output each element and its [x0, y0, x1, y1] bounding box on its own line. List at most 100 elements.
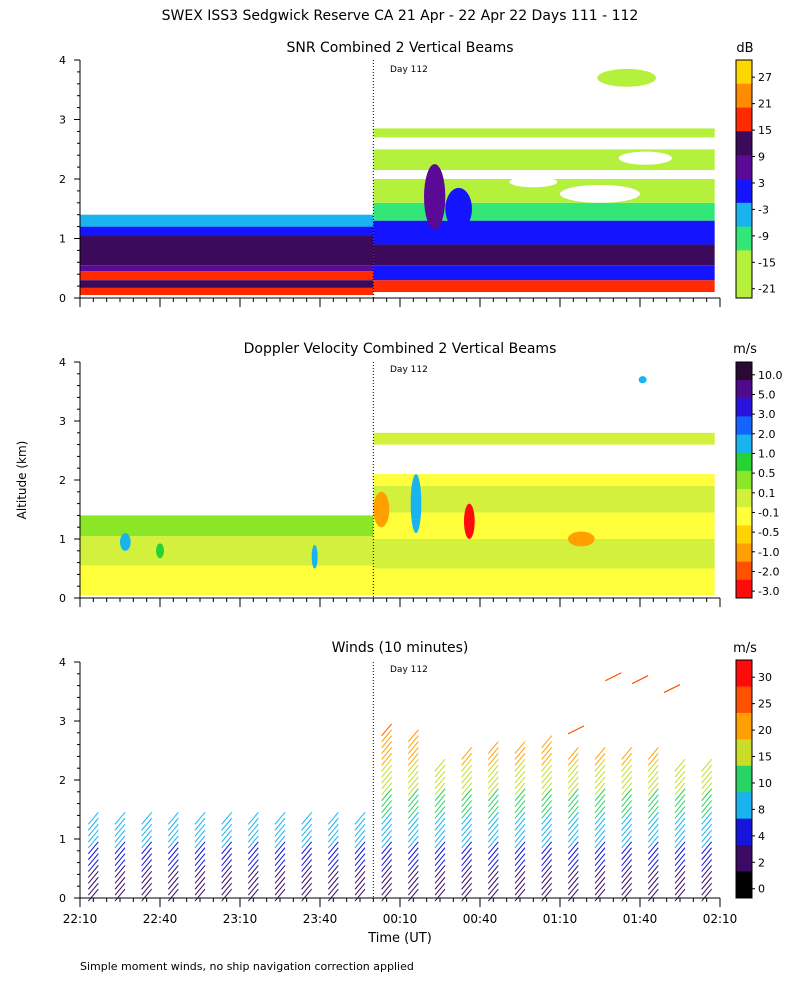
wind-barb	[434, 782, 446, 796]
wind-barb	[434, 794, 446, 807]
wind-barb	[647, 817, 659, 831]
wind-barb	[541, 853, 553, 866]
wind-barb	[87, 847, 99, 861]
wind-barb	[194, 859, 206, 872]
wind-barb	[327, 847, 339, 861]
wind-barb	[87, 841, 99, 855]
wind-barb	[674, 806, 686, 819]
wind-barb	[247, 865, 259, 878]
heatmap-feature-5	[597, 68, 657, 87]
wind-barb	[354, 847, 366, 861]
wind-barb	[594, 829, 606, 843]
panel-snr-day-marker: Day 112	[390, 65, 428, 75]
wind-barb	[167, 812, 179, 825]
wind-barb	[247, 888, 259, 902]
wind-barb	[434, 823, 446, 837]
wind-barb	[354, 823, 366, 837]
wind-barb	[594, 788, 606, 802]
wind-barb	[647, 847, 659, 861]
wind-barb	[487, 871, 499, 884]
wind-barb	[301, 865, 313, 878]
wind-barb	[541, 747, 553, 760]
wind-barb	[541, 882, 553, 896]
wind-barb	[461, 747, 473, 760]
x-tick-label: 22:10	[63, 912, 98, 926]
wind-barb	[114, 823, 126, 837]
x-tick-label: 00:40	[463, 912, 498, 926]
x-tick-label: 22:40	[143, 912, 178, 926]
wind-barb	[647, 782, 659, 796]
snr-colorbar-unit: dB	[736, 41, 753, 56]
wind-barb	[194, 812, 206, 825]
wind-barb	[594, 776, 606, 790]
wind-barb	[354, 841, 366, 855]
wind-barb	[621, 788, 633, 802]
winds-plot-area	[87, 672, 713, 902]
wind-barb	[567, 770, 579, 784]
wind-barb	[194, 888, 206, 902]
wind-barb	[381, 735, 393, 748]
wind-barb	[274, 829, 286, 843]
colorbar-frame	[735, 659, 753, 899]
wind-barb	[327, 835, 339, 849]
wind-barb	[167, 835, 179, 849]
wind-barb	[487, 741, 499, 754]
wind-barb	[647, 764, 659, 778]
colorbar-swatch	[736, 226, 752, 251]
wind-barb	[381, 788, 393, 802]
wind-barb	[461, 776, 473, 790]
wind-barb	[221, 812, 233, 825]
wind-barb	[514, 829, 526, 843]
wind-barb	[567, 747, 579, 760]
wind-barb	[407, 812, 419, 825]
wind-barb	[594, 888, 606, 902]
wind-barb	[354, 888, 366, 902]
wind-barb	[487, 823, 499, 837]
doppler-colorbar: 10.0 5.0 3.0 2.0 1.0 0.5 0.1 -0.1 -0.5 -1.0 -2.0 -3…	[735, 361, 783, 599]
wind-barb	[381, 882, 393, 896]
wind-barb	[407, 776, 419, 790]
wind-barb	[381, 729, 393, 743]
colorbar-swatch	[736, 250, 752, 275]
wind-barb	[141, 829, 153, 843]
wind-barb	[167, 823, 179, 837]
colorbar-label: -1.0	[758, 546, 779, 559]
wind-barb	[274, 876, 286, 890]
wind-barb	[407, 770, 419, 784]
wind-barb	[327, 829, 339, 843]
wind-barb	[567, 876, 579, 890]
wind-barb	[647, 770, 659, 784]
wind-barb	[407, 871, 419, 884]
wind-barb	[594, 859, 606, 872]
wind-barb	[594, 753, 606, 766]
wind-barb	[701, 859, 713, 872]
heatmap-band-0-5	[80, 226, 374, 236]
wind-barb	[621, 847, 633, 861]
wind-barb	[221, 865, 233, 878]
colorbar-label: -0.1	[758, 506, 779, 519]
wind-barb	[407, 841, 419, 855]
wind-barb	[461, 888, 473, 902]
heatmap-band-1-9	[373, 128, 715, 138]
wind-barb	[621, 829, 633, 843]
wind-barb	[461, 871, 473, 884]
wind-barb	[354, 829, 366, 843]
wind-barb	[167, 871, 179, 884]
wind-barb	[567, 782, 579, 796]
wind-profile	[567, 747, 579, 902]
heatmap-band-0-0	[80, 287, 374, 296]
wind-barb	[594, 823, 606, 837]
wind-barb	[567, 776, 579, 790]
wind-barb	[514, 806, 526, 819]
wind-barb	[461, 770, 473, 784]
wind-barb	[701, 817, 713, 831]
wind-barb	[514, 841, 526, 855]
wind-barb	[247, 841, 259, 855]
wind-barb	[674, 847, 686, 861]
wind-profile	[674, 758, 686, 902]
wind-barb	[541, 758, 553, 772]
wind-barb	[114, 865, 126, 878]
colorbar-swatch	[736, 155, 752, 180]
wind-barb	[354, 876, 366, 890]
wind-barb	[141, 853, 153, 866]
